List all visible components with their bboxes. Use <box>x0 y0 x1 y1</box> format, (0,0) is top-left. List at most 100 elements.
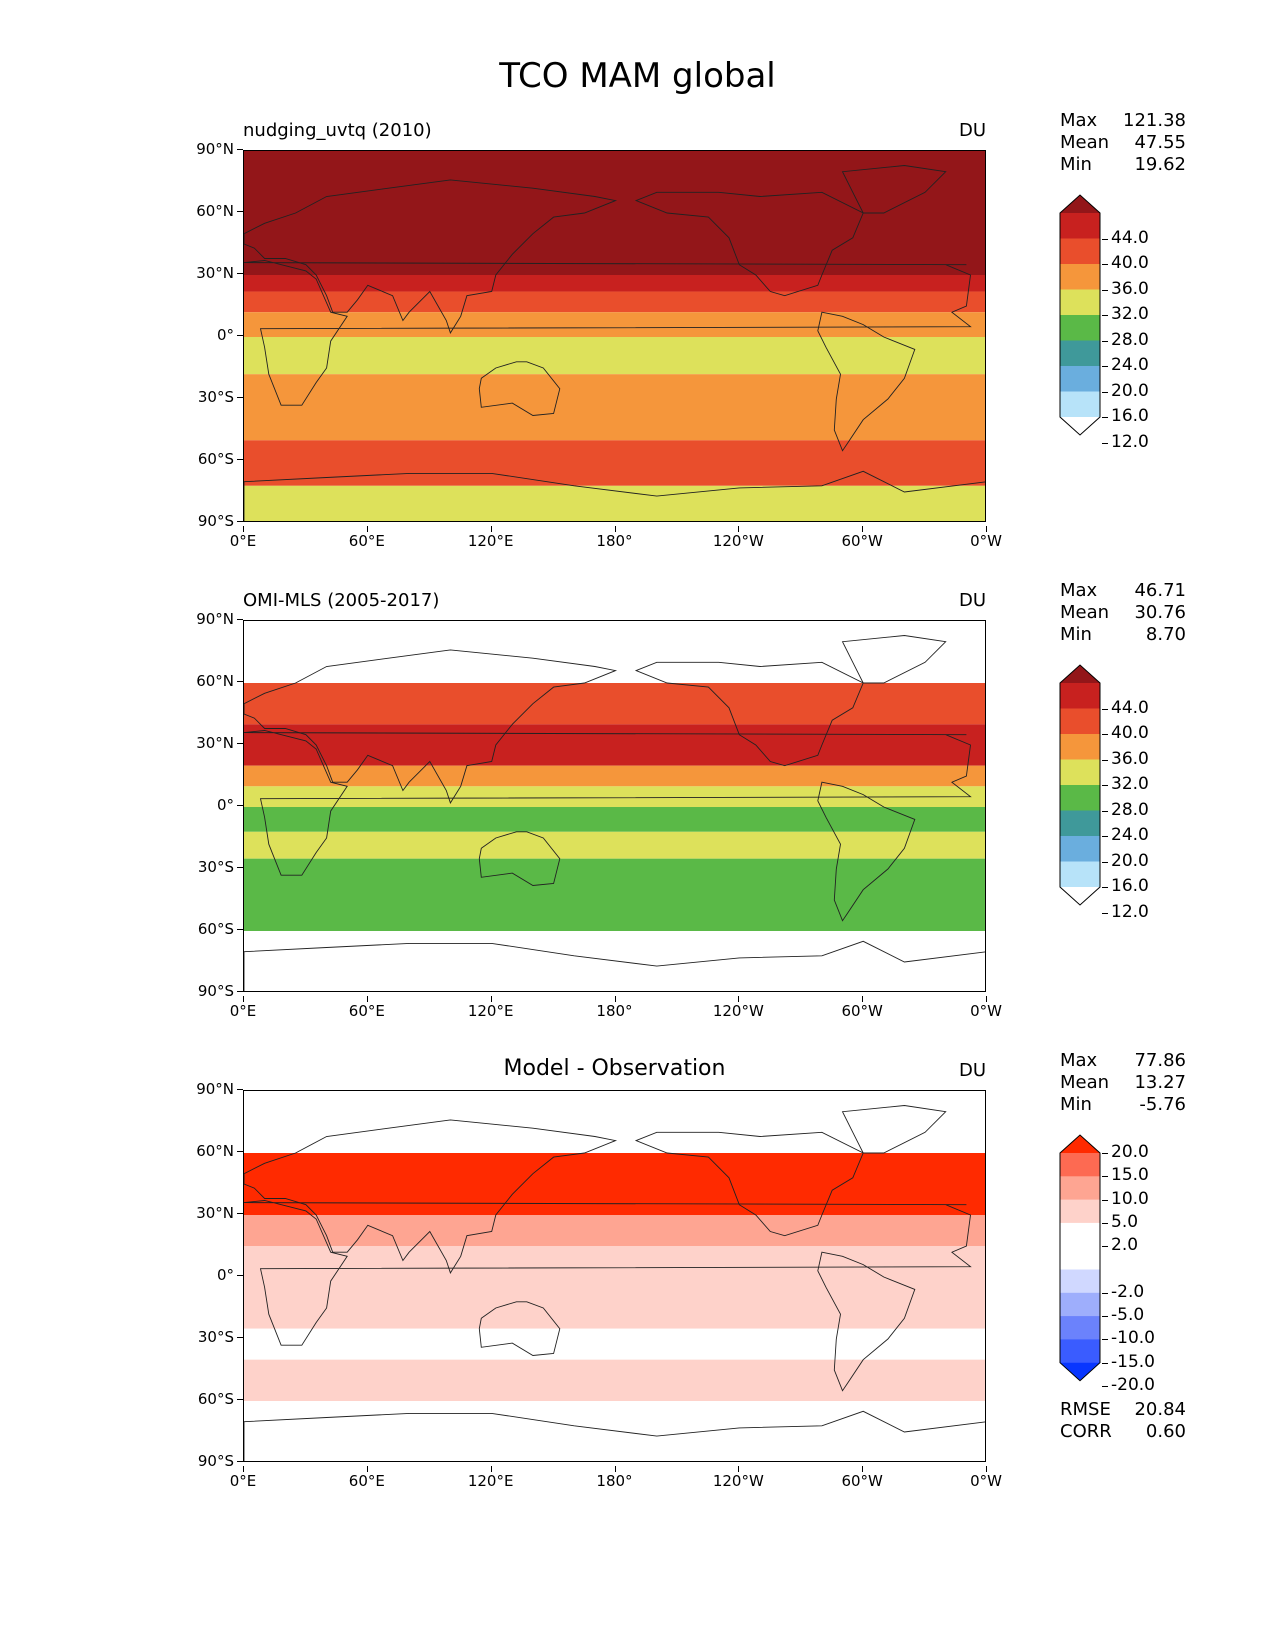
stat-label: Mean <box>1060 1072 1110 1093</box>
stat-value: 20.84 <box>1134 1398 1186 1420</box>
coastline-5 <box>244 470 985 521</box>
map-frame <box>243 1090 986 1462</box>
map-plot <box>244 1105 985 1461</box>
stat-row: Min 8.70 <box>1060 624 1186 646</box>
colorbar-segment <box>1060 1292 1100 1317</box>
map-frame <box>243 150 986 522</box>
lat-tick-label: 0° <box>186 326 243 344</box>
lat-tick-label: 30°S <box>186 858 243 876</box>
colorbar-segment <box>1060 391 1100 418</box>
zonal-band-4 <box>244 1359 985 1401</box>
zonal-band-6 <box>244 858 985 931</box>
colorbar-segment <box>1060 785 1100 811</box>
colorbar-tick-label: 15.0 <box>1102 1165 1149 1186</box>
stat-label: RMSE <box>1060 1398 1111 1420</box>
lon-tick-label: 0°E <box>203 996 283 1020</box>
coastline-0 <box>244 1119 618 1274</box>
zonal-band-6 <box>244 440 985 486</box>
lat-tick-label: 30°N <box>186 1204 243 1222</box>
colorbar-tick-label: 20.0 <box>1102 380 1149 401</box>
colorbar-segment <box>1060 289 1100 316</box>
lon-tick-label: 0°W <box>946 996 1026 1020</box>
stats-block: Max 46.71 Mean 30.76 Min 8.70 <box>1060 580 1186 646</box>
stat-row: Mean 13.27 <box>1060 1072 1186 1094</box>
lon-tick-label: 120°W <box>698 996 778 1020</box>
units-label: DU <box>958 120 986 141</box>
lat-tick-label: 90°S <box>186 982 243 1000</box>
zonal-band-1 <box>244 724 985 766</box>
stat-row: CORR 0.60 <box>1060 1421 1186 1443</box>
coastline-1 <box>244 260 972 406</box>
lon-tick-label: 180° <box>575 526 655 550</box>
colorbar-tick-label: 24.0 <box>1102 825 1149 845</box>
colorbar-tick-label: 36.0 <box>1102 278 1149 299</box>
lat-tick-label: 30°N <box>186 264 243 282</box>
zonal-band-2 <box>244 291 985 313</box>
lon-tick-label: 60°W <box>822 996 902 1020</box>
zonal-band-0 <box>244 151 985 275</box>
map-plot <box>244 151 985 521</box>
colorbar-segment <box>1060 734 1100 760</box>
lon-tick-label: 120°W <box>698 1466 778 1490</box>
stat-value: 13.27 <box>1134 1072 1186 1093</box>
colorbar-segment <box>1060 836 1100 862</box>
colorbar-segment <box>1060 683 1100 709</box>
colorbar-tick-label: -10.0 <box>1102 1328 1155 1349</box>
stat-value: 8.70 <box>1145 624 1186 645</box>
colorbar-segment <box>1060 861 1100 888</box>
lat-tick-label: 0° <box>186 1266 243 1284</box>
stat-label: Max <box>1060 1050 1098 1071</box>
coastline-6 <box>841 635 947 684</box>
lon-tick-label: 60°E <box>327 996 407 1020</box>
colorbar-segment <box>1060 1269 1100 1294</box>
figure-title: TCO MAM global <box>499 56 776 96</box>
zonal-band-5 <box>244 374 985 441</box>
colorbar-segment <box>1060 213 1100 239</box>
colorbar-tick-label: 24.0 <box>1102 355 1149 375</box>
stat-label: Min <box>1060 154 1092 175</box>
zonal-band-2 <box>244 1246 985 1329</box>
units-label: DU <box>958 590 986 611</box>
stat-value: 77.86 <box>1134 1050 1186 1071</box>
colorbar-segment <box>1060 1222 1100 1247</box>
stats-block: Max 77.86 Mean 13.27 Min -5.76 <box>1060 1050 1186 1116</box>
colorbar-tick-label: -15.0 <box>1102 1351 1155 1372</box>
colorbar-segment <box>1060 264 1100 290</box>
colorbar-segment <box>1060 315 1100 341</box>
stat-value: 46.71 <box>1134 580 1186 601</box>
zonal-band-3 <box>244 312 985 337</box>
colorbar-bottom-arrow <box>1060 1362 1100 1381</box>
colorbar-tick-label: 12.0 <box>1102 901 1149 922</box>
coastline-6 <box>841 165 947 214</box>
stat-label: Max <box>1060 580 1098 601</box>
coastline-6 <box>841 1105 947 1154</box>
colorbar-segment <box>1060 1153 1100 1177</box>
zonal-band-2 <box>244 765 985 787</box>
colorbar-tick-label: 16.0 <box>1102 406 1149 426</box>
lat-tick-label: 90°N <box>186 140 243 158</box>
lat-tick-label: 60°N <box>186 202 243 220</box>
error-stats-block: RMSE 20.84 CORR 0.60 <box>1060 1399 1186 1443</box>
colorbar-top-arrow <box>1060 1135 1100 1153</box>
stat-value: 30.76 <box>1134 602 1186 623</box>
stat-value: -5.76 <box>1139 1094 1186 1115</box>
coastline-1 <box>244 1200 972 1346</box>
zonal-band-0 <box>244 1153 985 1215</box>
colorbar-segment <box>1060 708 1100 735</box>
zonal-band-4 <box>244 337 985 375</box>
colorbar-tick-label: 32.0 <box>1102 774 1149 794</box>
stat-row: Max 77.86 <box>1060 1050 1186 1072</box>
colorbar-top-arrow <box>1060 665 1100 683</box>
lon-tick-label: 60°W <box>822 1466 902 1490</box>
panel-title: OMI-MLS (2005-2017) <box>243 590 440 611</box>
stat-value: 19.62 <box>1134 154 1186 175</box>
colorbar-segment <box>1060 1316 1100 1340</box>
lon-tick-label: 0°E <box>203 1466 283 1490</box>
stat-row: Min -5.76 <box>1060 1094 1186 1116</box>
lat-tick-label: 0° <box>186 796 243 814</box>
lat-tick-label: 30°S <box>186 1328 243 1346</box>
stat-label: Min <box>1060 1094 1092 1115</box>
lat-tick-label: 90°S <box>186 512 243 530</box>
coastline-5 <box>244 1410 985 1461</box>
lon-tick-label: 120°E <box>451 1466 531 1490</box>
